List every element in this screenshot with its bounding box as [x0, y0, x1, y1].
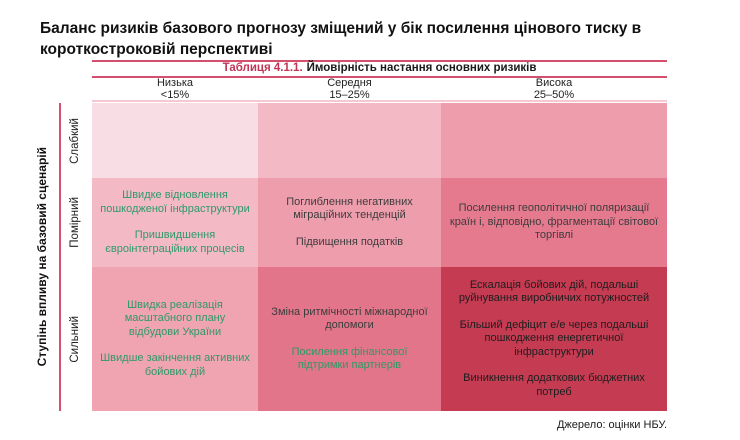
risk-item: Виникнення додаткових бюджетних потреб: [463, 372, 645, 398]
matrix-cell-strong-high: Ескалація бойових дій, подальші руйнуван…: [441, 267, 667, 411]
page-title: Баланс ризиків базового прогнозу зміщени…: [40, 20, 642, 59]
matrix-cell-moderate-high: Посилення геополітичної поляризації краї…: [441, 178, 667, 267]
risk-item: Швидка реалізація масштабного плану відб…: [124, 298, 226, 338]
matrix-cell-strong-low: Швидка реалізація масштабного плану відб…: [92, 267, 258, 411]
risk-item: Посилення фінансової підтримки партнерів: [291, 345, 408, 372]
table-caption: Таблиця 4.1.1. Ймовірність настання основ…: [92, 62, 667, 75]
risk-item: Посилення геополітичної поляризації краї…: [449, 202, 659, 242]
matrix-cell-strong-medium: Зміна ритмічності міжнародної допомоги П…: [258, 267, 441, 411]
column-label: Висока: [535, 77, 573, 89]
column-label: Низька: [156, 77, 194, 89]
matrix-cell-weak-medium: [258, 103, 441, 178]
column-header-high: Висока 25–50%: [441, 77, 667, 101]
header-underline: [92, 100, 667, 102]
source-note: Джерело: оцінки НБУ.: [556, 419, 667, 431]
matrix-cell-weak-low: [92, 103, 258, 178]
matrix-cell-moderate-medium: Поглиблення негативних міграційних тенде…: [258, 178, 441, 267]
risk-item: Швидке відновлення пошкодженої інфрастру…: [100, 189, 250, 215]
column-range: 25–50%: [533, 88, 575, 101]
table-caption-number: Таблиця 4.1.1.: [222, 62, 303, 74]
risk-item: Пришвидшення євроінтеграційних процесів: [105, 229, 245, 255]
column-range: 15–25%: [329, 88, 370, 101]
risk-item: Зміна ритмічності міжнародної допомоги: [271, 305, 428, 332]
risk-item: Ескалація бойових дій, подальші руйнуван…: [458, 278, 650, 305]
row-label-moderate: Помірний: [69, 197, 81, 248]
matrix-cell-weak-high: [441, 103, 667, 178]
impact-axis-line: [59, 103, 61, 411]
risk-item: Підвищення податків: [295, 235, 404, 248]
column-header-medium: Середня 15–25%: [258, 77, 441, 101]
impact-axis-title: Ступінь впливу на базовий сценарій: [35, 147, 49, 367]
caption-divider: [92, 76, 667, 78]
row-label-strong: Сильний: [69, 315, 81, 363]
column-label: Середня: [327, 77, 372, 89]
column-range: <15%: [160, 88, 190, 101]
column-header-low: Низька <15%: [92, 77, 258, 101]
risk-item: Поглиблення негативних міграційних тенде…: [286, 195, 413, 222]
matrix-cell-moderate-low: Швидке відновлення пошкодженої інфрастру…: [92, 178, 258, 267]
row-label-weak: Слабкий: [69, 117, 81, 164]
risk-item: Більший дефіцит е/е через подальші пошко…: [459, 318, 649, 358]
risk-item: Швидше закінчення активних бойових дій: [100, 352, 250, 378]
table-caption-title: Ймовірність настання основних ризиків: [306, 62, 537, 74]
table-top-divider: [92, 60, 667, 62]
